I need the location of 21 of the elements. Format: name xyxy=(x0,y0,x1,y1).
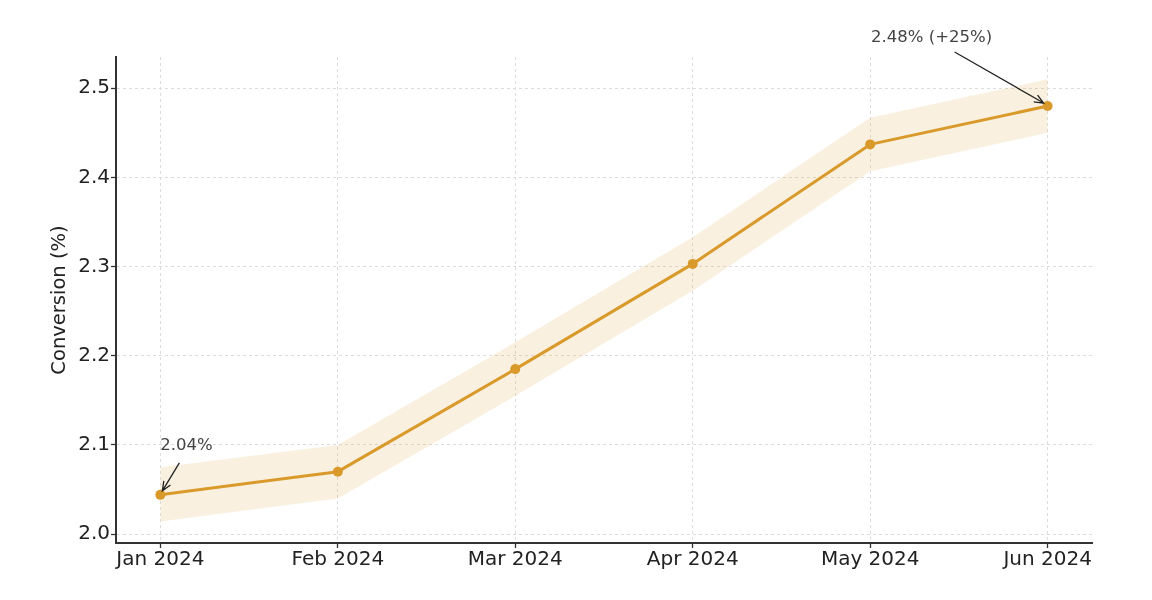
annotation: 2.48% (+25%) xyxy=(871,27,993,47)
y-axis-title: Conversion (%) xyxy=(46,225,70,375)
point xyxy=(332,466,343,477)
point xyxy=(687,258,698,269)
x-tick-label: Jun 2024 xyxy=(1001,546,1092,571)
point xyxy=(1042,101,1053,112)
y-tick-label: 2.3 xyxy=(78,252,110,277)
x-tick-label: May 2024 xyxy=(820,546,920,571)
y-tick-label: 2.5 xyxy=(78,74,110,99)
x-tick-label: Apr 2024 xyxy=(646,546,739,571)
point xyxy=(865,139,876,150)
x-tick-label: Jan 2024 xyxy=(114,546,205,571)
point xyxy=(155,489,166,500)
y-tick-label: 2.2 xyxy=(78,341,110,366)
annotation: 2.04% xyxy=(160,435,213,455)
y-tick-label: 2.4 xyxy=(78,163,110,188)
y-tick-label: 2.1 xyxy=(78,431,110,456)
x-tick-label: Mar 2024 xyxy=(467,546,563,571)
y-tick-label: 2.0 xyxy=(78,520,110,545)
x-tick-label: Feb 2024 xyxy=(291,546,385,571)
point xyxy=(510,364,521,375)
